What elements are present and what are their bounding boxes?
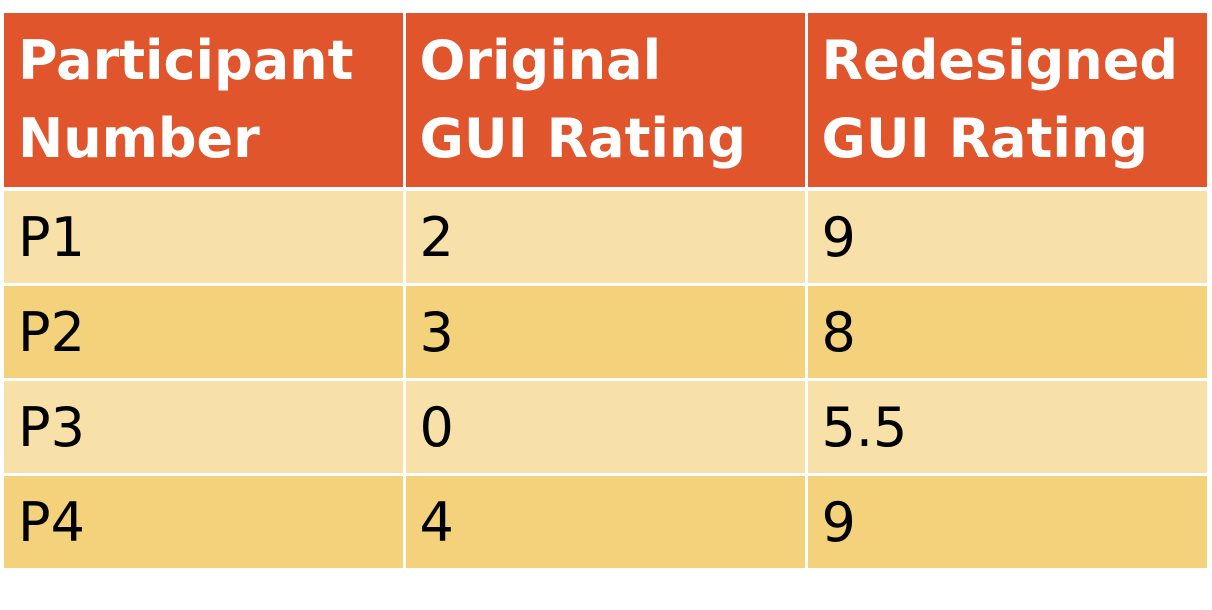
header-line: GUI Rating — [419, 107, 747, 170]
cell-redesigned-rating: 9 — [804, 473, 1207, 568]
cell-participant: P1 — [4, 187, 406, 285]
cell-participant: P4 — [4, 473, 406, 568]
cell-redesigned-rating: 5.5 — [804, 378, 1207, 475]
header-original-gui-rating: Original GUI Rating — [402, 13, 808, 191]
ratings-table: Participant Number Original GUI Rating R… — [4, 13, 1207, 568]
cell-original-rating: 2 — [402, 187, 808, 285]
cell-participant: P3 — [4, 378, 406, 475]
table-row: P4 4 9 — [4, 473, 1207, 568]
header-participant-number: Participant Number — [4, 13, 406, 191]
table-header-row: Participant Number Original GUI Rating R… — [4, 13, 1207, 191]
ratings-table-container: Participant Number Original GUI Rating R… — [4, 13, 1207, 568]
cell-original-rating: 0 — [402, 378, 808, 475]
header-line: Participant — [18, 29, 354, 92]
header-redesigned-gui-rating: Redesigned GUI Rating — [804, 13, 1207, 191]
cell-redesigned-rating: 8 — [804, 283, 1207, 380]
header-line: Redesigned — [821, 29, 1179, 92]
header-line: Number — [18, 107, 260, 170]
table-row: P3 0 5.5 — [4, 378, 1207, 475]
table-row: P1 2 9 — [4, 187, 1207, 285]
header-line: GUI Rating — [821, 107, 1149, 170]
cell-original-rating: 4 — [402, 473, 808, 568]
cell-redesigned-rating: 9 — [804, 187, 1207, 285]
cell-original-rating: 3 — [402, 283, 808, 380]
header-line: Original — [419, 29, 662, 92]
cell-participant: P2 — [4, 283, 406, 380]
table-row: P2 3 8 — [4, 283, 1207, 380]
